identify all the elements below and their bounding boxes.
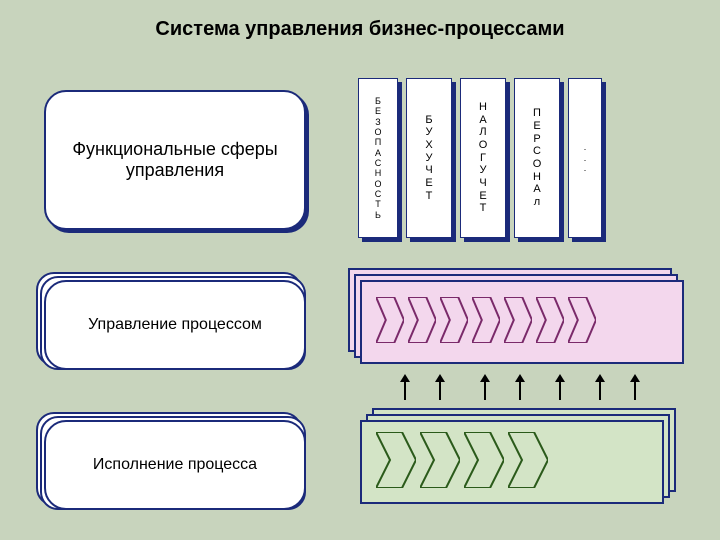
vcol-box-4: ... bbox=[568, 78, 602, 238]
vcol-box-3: ПЕРСОНАл bbox=[514, 78, 560, 238]
pink-chevron-5 bbox=[536, 297, 564, 348]
pink-chevron-panel bbox=[360, 280, 684, 364]
pink-chevron-1 bbox=[408, 297, 436, 348]
up-arrow-3 bbox=[515, 372, 525, 400]
pink-chevron-4 bbox=[504, 297, 532, 348]
box-b-label: Управление процессом bbox=[88, 316, 262, 334]
vcol-box-1: БУХУЧЕТ bbox=[406, 78, 452, 238]
vcol-box-0: БЕЗОПАСНОСТЬ bbox=[358, 78, 398, 238]
vcol-3: ПЕРСОНАл bbox=[514, 78, 560, 238]
green-chevron-3 bbox=[508, 432, 548, 493]
up-arrow-1 bbox=[435, 372, 445, 400]
vcol-4: ... bbox=[568, 78, 602, 238]
up-arrow-6 bbox=[630, 372, 640, 400]
pink-chevron-2 bbox=[440, 297, 468, 348]
up-arrow-5 bbox=[595, 372, 605, 400]
pink-chevron-3 bbox=[472, 297, 500, 348]
pink-chevron-0 bbox=[376, 297, 404, 348]
box-c-label: Исполнение процесса bbox=[93, 456, 257, 474]
up-arrow-0 bbox=[400, 372, 410, 400]
green-chevron-panel bbox=[360, 420, 664, 504]
box-functional-spheres: Функциональные сферы управления bbox=[44, 90, 306, 230]
vcol-box-2: НАЛОГУЧЕТ bbox=[460, 78, 506, 238]
green-chevron-2 bbox=[464, 432, 504, 493]
vcol-1: БУХУЧЕТ bbox=[406, 78, 452, 238]
page-title: Система управления бизнес-процессами bbox=[0, 18, 720, 41]
green-chevron-1 bbox=[420, 432, 460, 493]
up-arrow-2 bbox=[480, 372, 490, 400]
box-a-label: Функциональные сферы управления bbox=[54, 139, 296, 181]
green-chevron-0 bbox=[376, 432, 416, 493]
box-process-mgmt: Управление процессом bbox=[44, 280, 306, 370]
up-arrow-4 bbox=[555, 372, 565, 400]
vcol-2: НАЛОГУЧЕТ bbox=[460, 78, 506, 238]
pink-chevron-6 bbox=[568, 297, 596, 348]
box-process-exec: Исполнение процесса bbox=[44, 420, 306, 510]
vertical-columns: БЕЗОПАСНОСТЬБУХУЧЕТНАЛОГУЧЕТПЕРСОНАл... bbox=[358, 78, 602, 238]
vcol-0: БЕЗОПАСНОСТЬ bbox=[358, 78, 398, 238]
